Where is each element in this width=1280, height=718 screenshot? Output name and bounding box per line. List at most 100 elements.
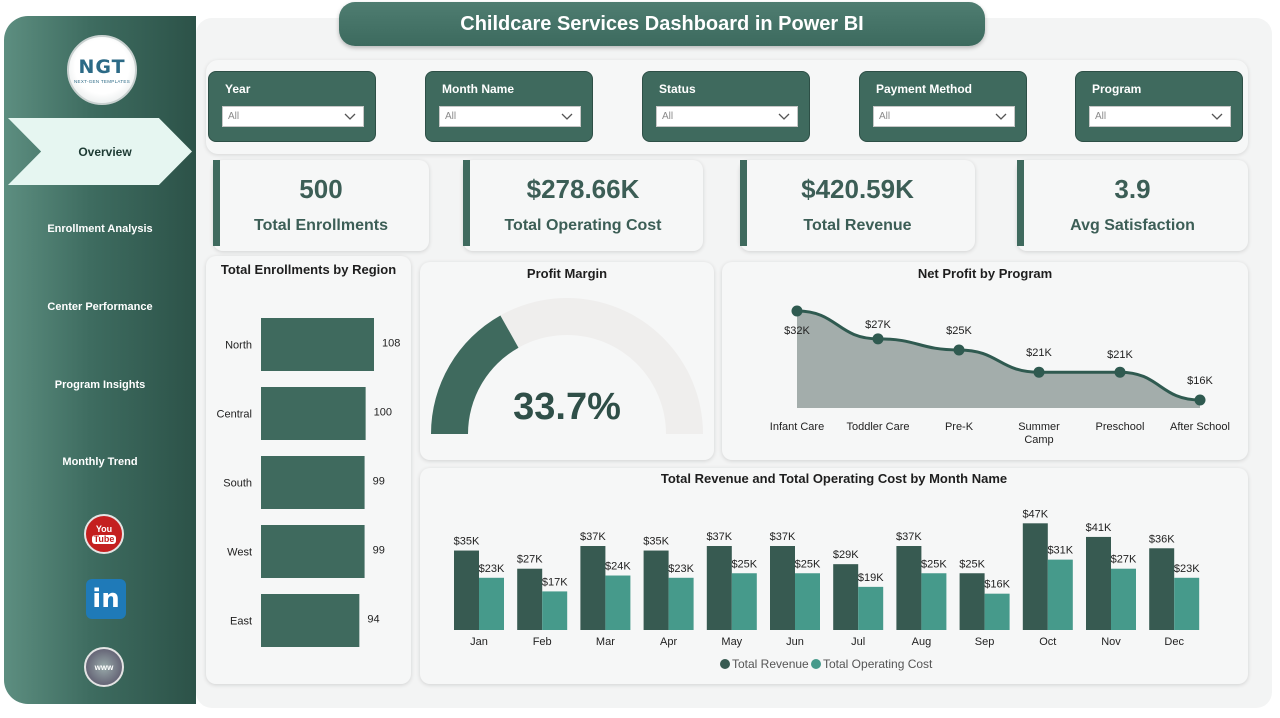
revenue-bar[interactable] — [770, 546, 795, 630]
chevron-down-icon — [1211, 113, 1223, 120]
linkedin-icon[interactable]: in — [86, 579, 126, 619]
month-category-label: Dec — [1164, 636, 1184, 648]
filter-dropdown[interactable]: All — [656, 106, 798, 127]
gauge-fill[interactable] — [431, 315, 519, 434]
linkedin-icon-text: in — [92, 584, 120, 614]
operating-cost-bar[interactable] — [858, 586, 884, 630]
filter-dropdown[interactable]: All — [222, 106, 364, 127]
revenue-bar[interactable] — [706, 546, 732, 630]
operating-cost-bar[interactable] — [984, 593, 1010, 630]
operating-cost-bar[interactable] — [479, 577, 504, 630]
operating-cost-bar[interactable] — [1174, 577, 1200, 630]
operating-cost-value-label: $25K — [731, 558, 757, 570]
area-point[interactable] — [953, 344, 965, 356]
revenue-value-label: $37K — [770, 531, 796, 543]
revenue-bar[interactable] — [1149, 548, 1175, 630]
filter-payment-method: Payment Method All — [859, 71, 1027, 142]
filter-value: All — [445, 111, 457, 122]
profit-margin-gauge: 33.7% — [431, 298, 703, 434]
nav-item-center-performance[interactable]: Center Performance — [47, 301, 153, 313]
revenue-value-label: $37K — [706, 531, 732, 543]
month-category-label: Sep — [975, 636, 995, 648]
web-icon-text: www — [94, 662, 114, 672]
revenue-bar[interactable] — [959, 573, 985, 630]
revenue-value-label: $29K — [833, 549, 859, 561]
web-globe-icon[interactable]: www — [84, 647, 124, 687]
operating-cost-value-label: $25K — [795, 558, 821, 570]
operating-cost-bar[interactable] — [605, 575, 631, 630]
region-bar[interactable] — [261, 525, 365, 578]
month-category-label: Jul — [851, 636, 865, 648]
region-bar[interactable] — [261, 318, 374, 371]
area-value-label: $32K — [784, 325, 810, 337]
revenue-bar[interactable] — [580, 546, 606, 630]
nav-item-program-insights[interactable]: Program Insights — [54, 379, 146, 391]
revenue-value-label: $41K — [1086, 522, 1112, 534]
area-point[interactable] — [1033, 366, 1045, 378]
revenue-bar[interactable] — [1022, 523, 1048, 630]
operating-cost-bar[interactable] — [1047, 559, 1073, 630]
kpi-label: Total Enrollments — [254, 217, 388, 234]
kpi-card-satisfaction: 3.9 Avg Satisfaction — [1017, 160, 1248, 251]
region-category-label: East — [230, 616, 252, 628]
region-category-label: Central — [217, 409, 252, 421]
logo-subtitle: NEXT-GEN TEMPLATES — [74, 79, 130, 84]
operating-cost-bar[interactable] — [731, 573, 757, 630]
filter-label: Status — [659, 82, 696, 96]
operating-cost-bar[interactable] — [1111, 568, 1136, 630]
revenue-bar[interactable] — [896, 546, 922, 630]
revenue-bar[interactable] — [517, 568, 543, 630]
logo: NGT NEXT-GEN TEMPLATES — [67, 35, 137, 105]
area-point[interactable] — [791, 305, 803, 317]
nav-item-monthly-trend[interactable]: Monthly Trend — [62, 456, 138, 468]
net-profit-card: Net Profit by Program $32K Infant Care $27… — [722, 262, 1248, 460]
revenue-bar[interactable] — [1086, 536, 1111, 630]
gauge-value-label: 33.7% — [513, 386, 621, 428]
region-value-label: 99 — [373, 476, 385, 488]
month-category-label: Feb — [533, 636, 552, 648]
filter-label: Month Name — [442, 82, 514, 96]
revenue-value-label: $27K — [517, 554, 543, 566]
revenue-bar[interactable] — [643, 550, 669, 630]
kpi-value: $278.66K — [526, 174, 640, 204]
filter-dropdown[interactable]: All — [873, 106, 1015, 127]
legend-operating-cost-label: Total Operating Cost — [823, 657, 933, 671]
chevron-down-icon — [344, 113, 356, 120]
revenue-bar[interactable] — [454, 550, 479, 630]
area-line — [796, 309, 1201, 402]
operating-cost-bar[interactable] — [921, 573, 947, 630]
region-bar[interactable] — [261, 387, 366, 440]
area-point[interactable] — [872, 333, 884, 345]
operating-cost-bar[interactable] — [542, 591, 568, 630]
filter-label: Payment Method — [876, 82, 973, 96]
filter-year: Year All — [208, 71, 376, 142]
youtube-icon-text-bottom: Tube — [91, 533, 117, 544]
operating-cost-bar[interactable] — [795, 573, 820, 630]
area-point[interactable] — [1194, 394, 1206, 406]
filter-status: Status All — [642, 71, 810, 142]
operating-cost-value-label: $23K — [668, 563, 694, 575]
region-bar[interactable] — [261, 594, 360, 647]
area-value-label: $25K — [946, 325, 972, 337]
filter-dropdown[interactable]: All — [439, 106, 581, 127]
legend-operating-cost-dot — [811, 659, 821, 669]
region-category-label: North — [225, 340, 252, 352]
filter-dropdown[interactable]: All — [1089, 106, 1231, 127]
operating-cost-bar[interactable] — [668, 577, 694, 630]
area-category-label: Pre-K — [945, 421, 974, 433]
revenue-value-label: $25K — [959, 558, 985, 570]
filter-program: Program All — [1075, 71, 1243, 142]
nav-item-enrollment-analysis[interactable]: Enrollment Analysis — [47, 223, 153, 235]
operating-cost-value-label: $31K — [1047, 545, 1073, 557]
filter-label: Program — [1092, 82, 1142, 96]
region-category-label: West — [227, 547, 252, 559]
revenue-bar[interactable] — [833, 564, 859, 630]
logo-text: NGT — [78, 56, 126, 78]
youtube-icon[interactable]: You Tube — [84, 514, 124, 554]
region-chart-title: Total Enrollments by Region — [220, 262, 397, 277]
area-point[interactable] — [1114, 366, 1126, 378]
region-bar[interactable] — [261, 456, 365, 509]
revenue-value-label: $37K — [580, 531, 606, 543]
chevron-down-icon — [995, 113, 1007, 120]
region-value-label: 100 — [374, 407, 392, 419]
